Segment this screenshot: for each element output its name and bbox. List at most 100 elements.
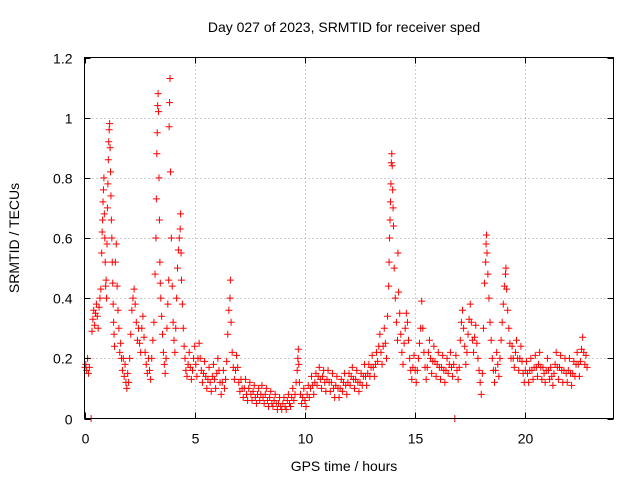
data-point	[536, 348, 544, 356]
data-point	[484, 270, 492, 278]
data-point	[172, 324, 180, 332]
data-point	[439, 351, 447, 359]
data-point	[118, 366, 126, 374]
data-point	[140, 333, 148, 341]
data-point	[266, 393, 274, 401]
data-point	[533, 372, 541, 380]
data-point	[129, 294, 137, 302]
x-tick-label: 10	[298, 431, 314, 447]
x-tick-label: 5	[192, 431, 200, 447]
data-point	[128, 306, 136, 314]
data-point	[155, 216, 163, 224]
data-point	[430, 342, 438, 350]
data-point	[457, 318, 465, 326]
data-point	[218, 378, 226, 386]
data-point	[390, 222, 398, 230]
data-point	[443, 354, 451, 362]
data-point	[515, 366, 523, 374]
data-point	[550, 369, 558, 377]
data-point	[441, 378, 449, 386]
data-point	[269, 402, 277, 410]
data-point	[183, 372, 191, 380]
data-point	[222, 375, 230, 383]
x-tick-label: 20	[518, 431, 534, 447]
data-point	[317, 384, 325, 392]
data-point	[392, 318, 400, 326]
data-point	[249, 387, 257, 395]
data-point	[169, 318, 177, 326]
data-point	[389, 186, 397, 194]
data-point	[479, 324, 487, 332]
data-point	[315, 363, 323, 371]
data-point	[510, 363, 518, 371]
data-point	[93, 312, 101, 320]
data-point	[127, 330, 135, 338]
data-point	[126, 354, 134, 362]
data-point	[256, 396, 264, 404]
data-point	[387, 159, 395, 167]
data-point	[539, 363, 547, 371]
data-point	[261, 390, 269, 398]
data-point	[410, 351, 418, 359]
data-point	[470, 348, 478, 356]
data-point	[380, 324, 388, 332]
data-point	[422, 375, 430, 383]
data-point	[109, 300, 117, 308]
data-point	[423, 363, 431, 371]
data-point	[196, 354, 204, 362]
data-point	[308, 372, 316, 380]
y-axis-label: SRMTID / TECUs	[6, 183, 22, 293]
data-point	[474, 354, 482, 362]
data-point	[402, 309, 410, 317]
data-point	[482, 240, 490, 248]
data-point	[466, 300, 474, 308]
data-point	[121, 360, 129, 368]
data-point	[497, 336, 505, 344]
data-point	[549, 381, 557, 389]
data-point	[502, 264, 510, 272]
data-point	[353, 366, 361, 374]
data-point	[282, 405, 290, 413]
data-point	[132, 318, 140, 326]
data-point	[226, 276, 234, 284]
data-point	[157, 294, 165, 302]
data-point	[227, 318, 235, 326]
data-point	[103, 240, 111, 248]
data-point	[492, 366, 500, 374]
data-point	[171, 348, 179, 356]
data-point	[376, 330, 384, 338]
data-point	[193, 372, 201, 380]
data-point	[94, 324, 102, 332]
data-point	[92, 309, 100, 317]
data-point	[226, 294, 234, 302]
data-point	[293, 366, 301, 374]
data-point	[211, 375, 219, 383]
data-point	[260, 399, 268, 407]
data-point	[444, 369, 452, 377]
data-point	[217, 390, 225, 398]
data-point	[119, 354, 127, 362]
data-point	[156, 258, 164, 266]
data-point	[290, 396, 298, 404]
x-axis-label: GPS time / hours	[291, 458, 398, 474]
data-point	[406, 354, 414, 362]
data-point	[205, 363, 213, 371]
data-point	[388, 150, 396, 158]
data-point	[174, 264, 182, 272]
data-point	[89, 315, 97, 323]
data-point	[230, 375, 238, 383]
data-point	[583, 363, 591, 371]
data-point	[96, 294, 104, 302]
data-point	[557, 351, 565, 359]
data-point	[99, 186, 107, 194]
data-point	[490, 378, 498, 386]
data-point	[131, 300, 139, 308]
data-point	[452, 351, 460, 359]
data-point	[106, 120, 114, 128]
data-point	[124, 369, 132, 377]
data-point	[508, 342, 516, 350]
data-point	[471, 333, 479, 341]
data-point	[416, 339, 424, 347]
data-point	[98, 228, 106, 236]
data-point	[99, 216, 107, 224]
